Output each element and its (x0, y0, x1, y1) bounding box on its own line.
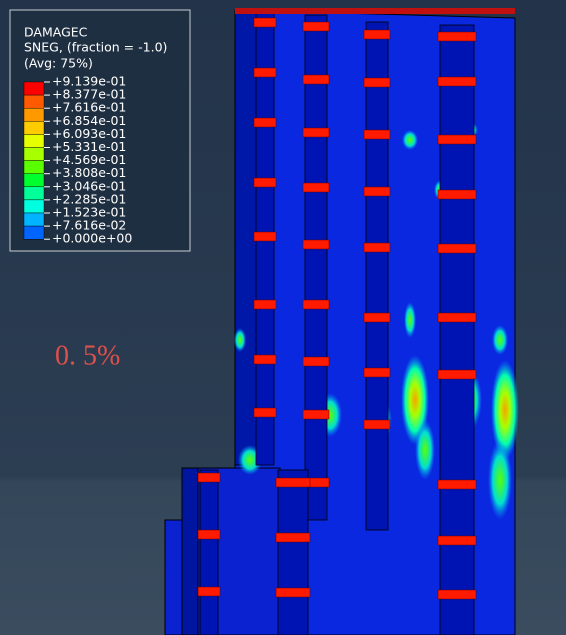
contour (491, 360, 519, 460)
damage-band (437, 589, 477, 600)
legend-swatch (23, 81, 45, 96)
legend-label: +5.331e-01 (52, 139, 126, 154)
damage-band (253, 67, 277, 78)
legend-subtitle: SNEG, (fraction = -1.0) (24, 40, 167, 55)
legend-swatch (23, 173, 45, 187)
column (439, 24, 475, 635)
damage-band (302, 127, 330, 138)
damage-band (302, 21, 330, 32)
legend-label: +2.285e-01 (52, 191, 126, 206)
columns (197, 8, 515, 635)
contour (488, 440, 512, 520)
damage-band (363, 186, 391, 197)
damage-band (197, 529, 221, 540)
damage-band (253, 354, 277, 365)
top-beam (235, 8, 515, 14)
contour (234, 328, 246, 352)
legend-label: +9.139e-01 (52, 74, 126, 89)
damage-band (363, 77, 391, 88)
legend-swatch (23, 212, 45, 227)
legend-note: (Avg: 75%) (24, 56, 93, 71)
damage-band (437, 243, 477, 254)
damage-band (302, 409, 330, 420)
legend-swatch (23, 199, 45, 214)
damage-band (437, 134, 477, 145)
damage-band (437, 312, 477, 323)
damage-band (437, 31, 477, 42)
legend: DAMAGEC SNEG, (fraction = -1.0) (Avg: 75… (9, 9, 191, 252)
legend-swatch (23, 160, 45, 174)
legend-label: +7.616e-02 (52, 218, 126, 233)
legend-label: +1.523e-01 (52, 205, 126, 220)
legend-swatch (23, 107, 45, 122)
damage-band (363, 29, 391, 40)
damage-band (302, 74, 330, 85)
damage-band (363, 242, 391, 253)
damage-band (275, 532, 311, 543)
legend-swatch (23, 186, 45, 201)
legend-label: +0.000e+00 (52, 231, 132, 246)
contour (404, 302, 416, 338)
damage-band (197, 586, 221, 597)
legend-label: +7.616e-01 (52, 100, 126, 115)
legend-label: +3.046e-01 (52, 178, 126, 193)
damage-band (437, 76, 477, 87)
damage-band (275, 587, 311, 598)
damage-band (253, 299, 277, 310)
damage-band (197, 472, 221, 483)
damage-band (253, 177, 277, 188)
damage-band (363, 312, 391, 323)
legend-label: +6.854e-01 (52, 113, 126, 128)
column (304, 14, 328, 521)
damage-band (253, 17, 277, 28)
side-face (181, 467, 199, 635)
legend-swatch (23, 134, 45, 148)
legend-swatch (23, 121, 45, 135)
damage-band (302, 356, 330, 367)
column (199, 469, 219, 635)
legend-label: +3.808e-01 (52, 165, 126, 180)
damage-band (363, 129, 391, 140)
damage-band (437, 189, 477, 200)
damage-band (302, 239, 330, 250)
damage-band (437, 369, 477, 380)
legend-swatch (23, 94, 45, 109)
damage-band (253, 117, 277, 128)
legend-label: +4.569e-01 (52, 152, 126, 167)
legend-title: DAMAGEC (24, 25, 88, 40)
legend-swatch (23, 225, 45, 240)
legend-label: +8.377e-01 (52, 87, 126, 102)
column (277, 469, 309, 635)
damage-band (437, 535, 477, 546)
damage-band (275, 477, 311, 488)
contour (492, 325, 508, 355)
damage-band (253, 407, 277, 418)
damage-band (363, 419, 391, 430)
contour (402, 130, 418, 150)
legend-swatch (23, 147, 45, 161)
legend-label: +6.093e-01 (52, 126, 126, 141)
annotation: 0. 5% (55, 340, 120, 371)
damage-band (363, 367, 391, 378)
damage-band (437, 479, 477, 490)
damage-band (253, 231, 277, 242)
column (365, 21, 389, 531)
damage-band (302, 299, 330, 310)
damage-band (302, 182, 330, 193)
contour (415, 420, 435, 480)
